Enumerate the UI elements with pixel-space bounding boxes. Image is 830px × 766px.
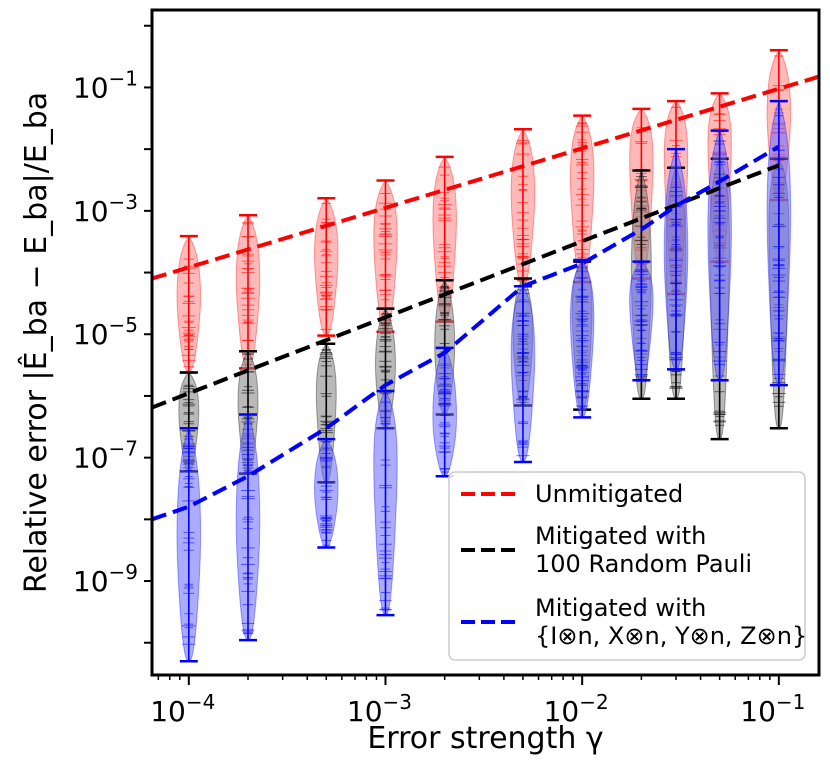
y-tick-label: 10−1 [73,66,138,104]
trend-line-0 [152,74,819,281]
legend-box [448,471,806,661]
x-tick-label: 10−3 [347,690,412,728]
y-axis-label: Relative error |Ê_ba − E_ba|/E_ba [18,92,54,593]
x-tick-label: 10−2 [544,690,609,728]
x-axis-label: Error strength γ [367,721,603,756]
legend-label-2: {I⊗n, X⊗n, Y⊗n, Z⊗n} [535,622,807,650]
y-tick-label: 10−5 [73,313,138,351]
legend-label-1: 100 Random Pauli [535,550,752,578]
y-tick-label: 10−7 [73,437,138,475]
plot-frame [150,8,821,677]
series-0-violins [176,49,792,374]
trend-line-2 [152,144,780,522]
plot-area [152,49,819,663]
x-tick-label: 10−4 [150,690,215,728]
y-tick-label: 10−9 [73,560,138,598]
legend-label-0: Unmitigated [535,480,683,508]
y-tick-label: 10−3 [73,190,138,228]
legend-label-2: Mitigated with [535,594,706,622]
trend-line-1 [152,163,780,410]
legend-label-1: Mitigated with [535,522,706,550]
x-tick-label: 10−1 [740,690,805,728]
axes: 10−4 10−3 10−2 10−1 10−9 10−7 10−5 10−3 10−1 Erro… [18,8,821,756]
